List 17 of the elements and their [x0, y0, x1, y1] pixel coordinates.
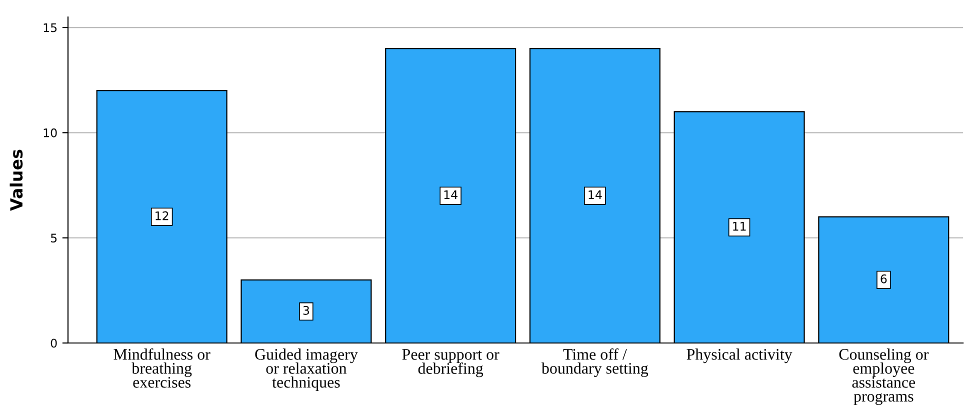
data-label: 3 [303, 306, 310, 315]
y-tick-label: 5 [50, 234, 57, 242]
x-tick-label: Peer support or debriefing [402, 349, 500, 378]
y-tick-label: 10 [44, 128, 57, 138]
y-axis-title: Values [10, 150, 23, 211]
data-label: 14 [588, 190, 602, 200]
data-label: 12 [156, 211, 168, 220]
y-tick-label: 15 [44, 23, 57, 32]
data-label: 14 [444, 190, 458, 200]
x-tick-label: Physical activity [686, 348, 792, 364]
x-tick-label: Counseling or employee assistance programs [839, 348, 929, 405]
data-label: 11 [733, 222, 746, 231]
x-tick-label: Mindfulness or breathing exercises [114, 348, 210, 388]
y-tick-label: 0 [50, 338, 57, 348]
x-tick-label: Guided imagery or relaxation techniques [255, 348, 358, 391]
data-label: 6 [880, 274, 887, 284]
x-tick-label: Time off / boundary setting [541, 348, 648, 378]
